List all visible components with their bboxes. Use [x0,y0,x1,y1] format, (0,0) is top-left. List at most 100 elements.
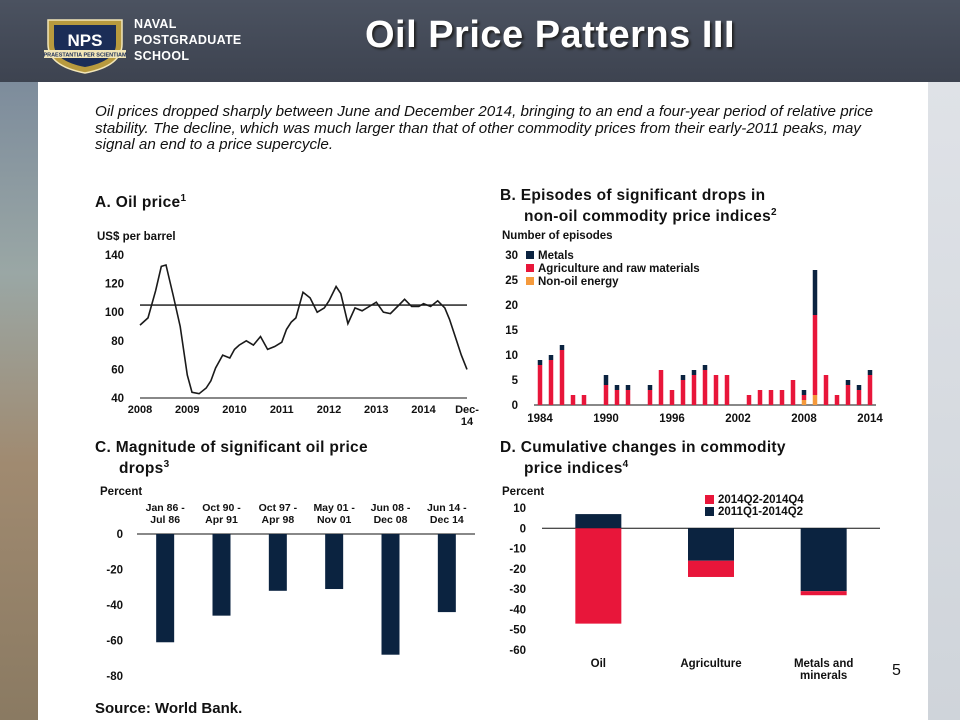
change-bar-segment [800,591,847,596]
bar-segment [856,385,862,390]
x-tick-label: 1996 [659,413,685,425]
panel-c-title: C. Magnitude of significant oil price dro… [95,439,368,477]
change-bar-segment [688,528,734,561]
y-tick-label: -20 [106,565,123,577]
panel-c-unit: Percent [100,486,143,498]
panel-d-title-line: D. Cumulative changes in commodity [500,439,786,456]
drop-bar [212,534,231,616]
bar-segment [548,360,554,405]
nps-shield-icon: NPS PRAESTANTIA PER SCIENTIAM [43,19,127,74]
category-label: Oil [591,658,606,670]
y-tick-label: 15 [505,325,518,337]
drop-bar [381,534,400,655]
panel-d-title: D. Cumulative changes in commodity price … [500,439,786,477]
bar-segment [801,395,807,400]
x-tick-label: 2002 [725,413,751,425]
y-tick-label: 60 [111,364,124,376]
legend-label: 2014Q2-2014Q4 [718,494,804,506]
y-tick-label: 0 [512,400,518,412]
oil-price-line [139,263,468,395]
change-bar-segment [688,560,734,577]
x-tick-label: 2014 [857,413,883,425]
x-tick-label: 2012 [317,404,341,416]
x-tick-label: 1984 [527,413,553,425]
panel-d-title-line2: price indices4 [500,456,786,477]
bar-segment [625,385,631,390]
source-note: Source: World Bank. [95,700,243,717]
bar-segment [537,360,543,365]
episodes-chart: 0 5 10 15 20 25 30 1984 1990 1996 2002 2008 2014 Meta… [505,250,883,425]
x-tick-label: 2013 [364,404,388,416]
legend-label: Metals [538,250,574,262]
bar-segment [669,390,675,405]
page-number: 5 [892,662,901,679]
drop-bar [268,534,287,591]
x-tick-label: Dec- [455,404,479,416]
bar-segment [603,375,609,385]
background-pattern-strip [928,82,960,720]
bar-segment [691,375,697,405]
bar-segment [779,390,785,405]
legend-swatch [526,251,534,259]
category-label: Dec 08 [374,514,408,526]
y-tick-label: -80 [106,671,123,683]
y-tick-label: 5 [512,375,519,387]
panel-a-title-text: A. Oil price [95,194,181,212]
bar-segment [691,370,697,375]
bar-segment [856,390,862,405]
x-tick-label: 2014 [411,404,436,416]
slide-title: Oil Price Patterns III [364,14,736,56]
category-label: Nov 01 [317,514,352,526]
bar-segment [537,365,543,405]
panel-c-title-line2: drops3 [95,456,368,477]
legend-label: Non-oil energy [538,276,619,288]
nps-logo: NPS PRAESTANTIA PER SCIENTIAM NAVAL POST… [42,10,242,74]
y-tick-label: 25 [505,275,518,287]
bar-segment [658,370,664,405]
x-tick-label: 1990 [593,413,619,425]
category-label: Jun 08 - [371,502,411,514]
logo-line: POSTGRADUATE [134,33,242,47]
legend-swatch [526,264,534,272]
bar-segment [867,375,873,405]
category-label: Jul 86 [150,514,180,526]
bar-segment [823,375,829,405]
y-tick-label: -40 [106,600,123,612]
bar-segment [812,315,818,395]
y-tick-label: 10 [513,503,526,515]
drop-bar [156,534,175,643]
change-bar-segment [800,528,847,592]
panel-c-title-text: drops [119,460,164,478]
bar-segment [548,355,554,360]
bar-segment [845,380,851,385]
y-tick-label: -60 [106,636,123,648]
bar-segment [614,385,620,390]
category-label: Jan 86 - [146,502,186,514]
panel-c-title-line: C. Magnitude of significant oil price [95,439,368,456]
y-tick-label: 140 [105,250,124,262]
change-bar-segment [575,514,622,529]
y-tick-label: -30 [509,584,526,596]
bar-segment [603,385,609,405]
bar-segment [647,385,653,390]
footnote-marker: 3 [163,459,170,470]
legend-swatch [705,495,714,504]
bar-segment [647,390,653,405]
category-label: Agriculture [680,658,741,670]
legend-label: 2011Q1-2014Q2 [718,506,803,518]
bar-segment [724,375,730,405]
panel-d-title-text: price indices [524,460,623,478]
category-label: Apr 98 [261,514,294,526]
legend-swatch [705,507,714,516]
change-bar-segment [575,528,622,624]
bar-segment [680,375,686,380]
legend-label: Agriculture and raw materials [538,263,700,275]
footnote-marker: 1 [180,193,187,204]
bar-segment [757,390,763,405]
bar-segment [845,385,851,405]
category-label: Metals and [794,658,853,670]
category-label: May 01 - [313,502,355,514]
bar-segment [790,380,796,405]
logo-line: NAVAL [134,17,177,31]
bar-segment [614,390,620,405]
